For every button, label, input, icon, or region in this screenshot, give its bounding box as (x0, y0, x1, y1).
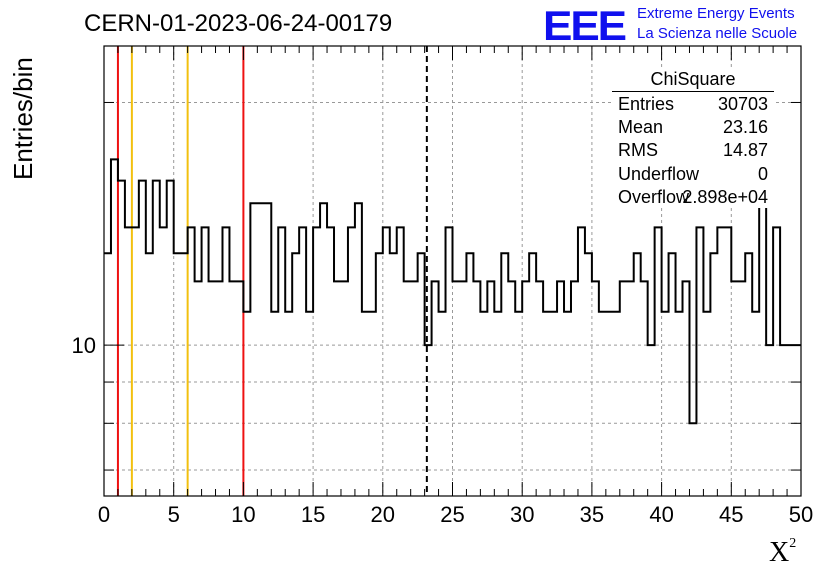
stats-value: 14.87 (722, 140, 768, 161)
histogram-line (104, 158, 801, 425)
stats-value: 23.16 (722, 117, 768, 138)
x-tick-label: 35 (580, 502, 604, 527)
x-tick-label: 45 (719, 502, 743, 527)
x-tick-label: 25 (440, 502, 464, 527)
stats-row-overflow: Overflow 2.898e+04 (612, 185, 774, 208)
stats-key: Underflow (618, 163, 700, 184)
stats-key: Overflow (618, 186, 690, 207)
stats-row-mean: Mean 23.16 (612, 115, 774, 138)
y-axis-label: Entries/bin (8, 57, 38, 180)
x-tick-label: 40 (649, 502, 673, 527)
stats-value: 2.898e+04 (682, 186, 768, 207)
stats-value: 30703 (717, 94, 768, 114)
x-tick-label: 50 (789, 502, 813, 527)
x-tick-label: 5 (168, 502, 180, 527)
stats-row-rms: RMS 14.87 (612, 138, 774, 161)
x-tick-label: 10 (231, 502, 255, 527)
axis-ticks (103, 46, 802, 496)
stats-value: 0 (757, 163, 768, 184)
x-axis-label: X2 (769, 536, 797, 568)
logo-subtitle-1: Extreme Energy Events (637, 5, 795, 22)
plot-title: CERN-01-2023-06-24-00179 (84, 10, 393, 37)
x-tick-label: 15 (301, 502, 325, 527)
stats-key: Mean (618, 117, 664, 138)
x-tick-label: 20 (371, 502, 395, 527)
x-tick-label: 30 (510, 502, 534, 527)
stats-row-entries: Entries 30703 (612, 92, 774, 115)
stats-row-underflow: Underflow 0 (612, 162, 774, 185)
tick-labels: 0 5 10 15 20 25 30 35 40 45 50 10 (72, 333, 814, 527)
eee-logo: EEE (543, 2, 627, 49)
stats-key: Entries (618, 94, 675, 114)
stats-box: ChiSquare Entries 30703 Mean 23.16 RMS 1… (612, 67, 774, 208)
logo-subtitle-2: La Scienza nelle Scuole (637, 25, 798, 42)
y-tick-label: 10 (72, 333, 96, 358)
stats-key: RMS (618, 140, 658, 161)
stats-title: ChiSquare (612, 67, 774, 92)
reference-lines (116, 46, 428, 496)
x-tick-label: 0 (98, 502, 110, 527)
